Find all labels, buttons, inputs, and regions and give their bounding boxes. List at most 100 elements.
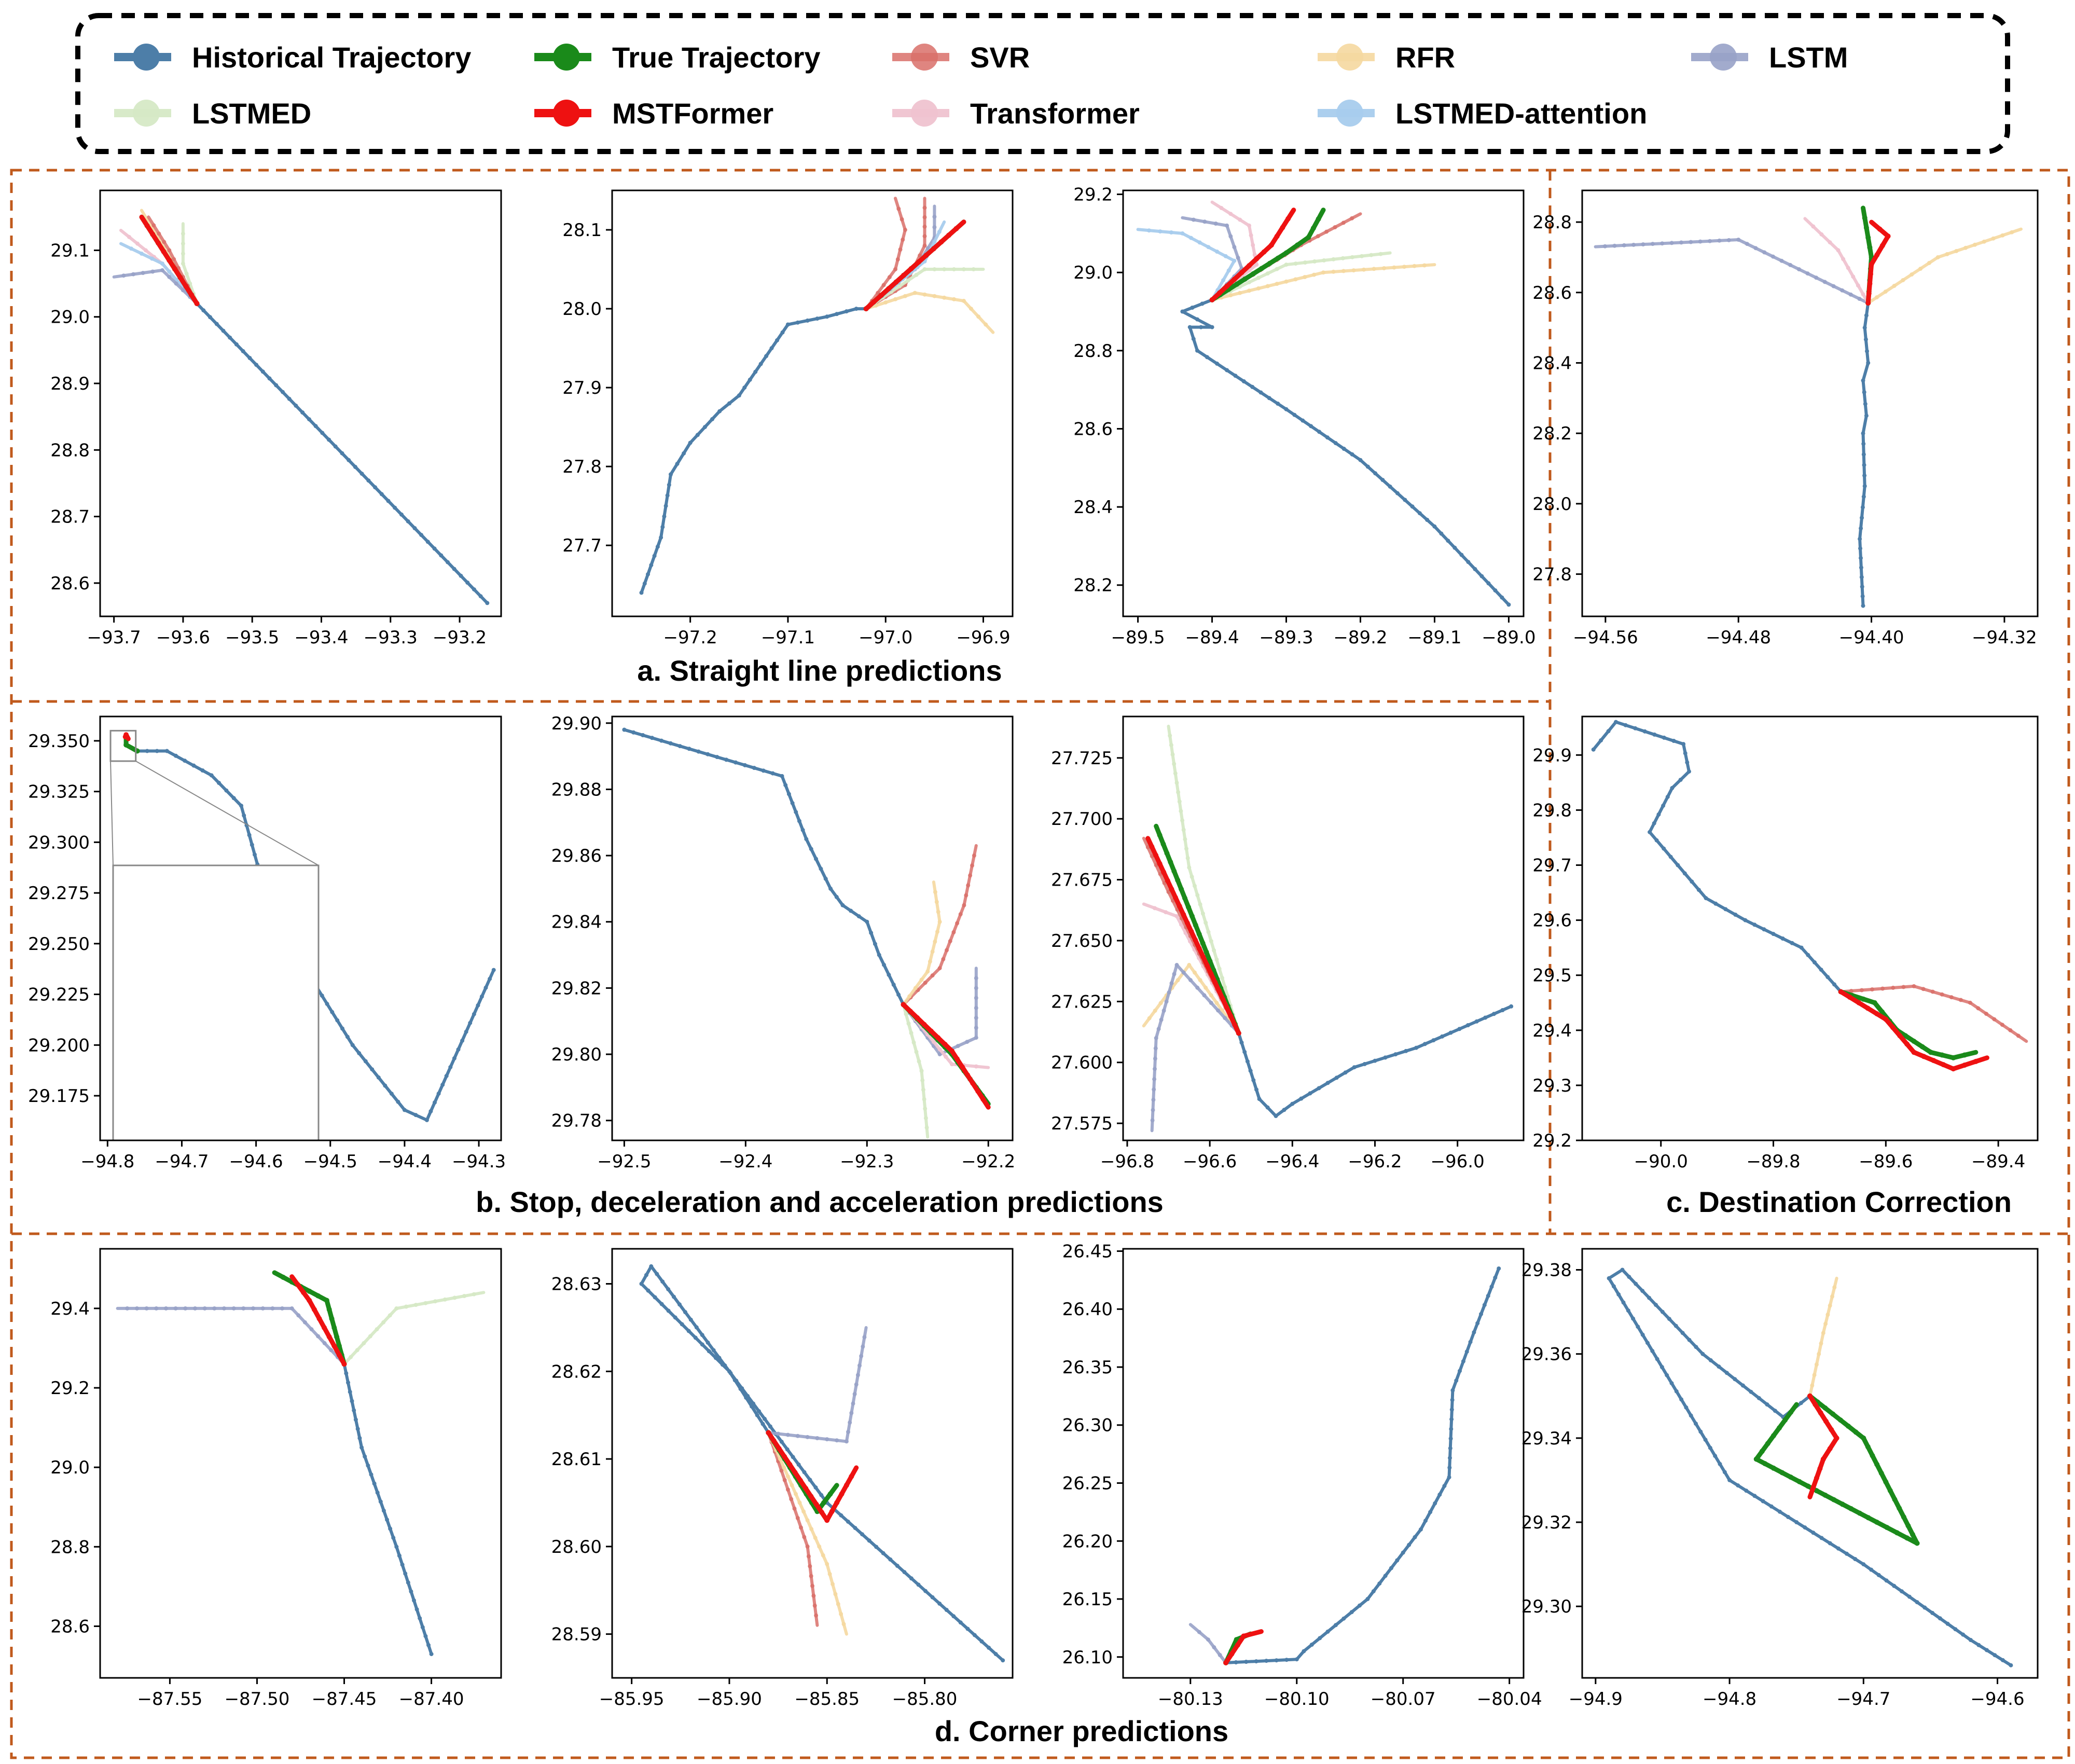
series-point — [1448, 1030, 1453, 1035]
series-point — [972, 1633, 977, 1637]
series-point — [1322, 258, 1326, 263]
series-point — [378, 1499, 383, 1504]
series-point — [1164, 910, 1168, 915]
series-point — [1813, 960, 1817, 964]
series-point — [1928, 1050, 1933, 1055]
y-tick-label: 29.2 — [50, 1378, 90, 1399]
series-point — [1001, 1658, 1005, 1663]
series-point — [1238, 217, 1242, 222]
x-tick-label: −92.4 — [718, 1151, 772, 1172]
series-point — [472, 1292, 476, 1297]
series-point — [1276, 402, 1280, 406]
series-point — [2009, 1663, 2013, 1667]
series-point — [1153, 1009, 1157, 1013]
series-point — [330, 1010, 335, 1014]
series-point — [440, 1082, 445, 1087]
series-point — [742, 385, 747, 390]
series-point — [659, 535, 663, 540]
series-point — [1687, 769, 1691, 774]
series-point — [1200, 911, 1205, 916]
series-point — [1174, 962, 1179, 967]
series-point — [161, 249, 167, 254]
y-tick-label: 28.62 — [551, 1361, 602, 1382]
series-point — [979, 1639, 984, 1644]
series-point — [974, 1015, 978, 1020]
series-point — [1884, 1578, 1889, 1583]
x-tick-label: −87.50 — [225, 1689, 290, 1710]
series-point — [1457, 1027, 1462, 1031]
series-point — [639, 1281, 644, 1286]
series-point — [839, 1612, 843, 1616]
x-tick-label: −94.8 — [80, 1151, 134, 1172]
series-point — [901, 1002, 906, 1008]
series-point — [1331, 269, 1336, 274]
series-point — [1168, 733, 1172, 738]
series-point — [1891, 985, 1896, 990]
series-point — [700, 1333, 704, 1338]
series-point — [224, 788, 229, 793]
series-point — [1599, 738, 1603, 742]
series-point — [1437, 1492, 1442, 1497]
series-point — [1866, 361, 1871, 365]
series-point — [738, 1387, 743, 1391]
series-point — [873, 942, 877, 946]
series-point — [948, 939, 952, 944]
series-point — [821, 1500, 826, 1506]
series-point — [1780, 936, 1785, 941]
series-point — [294, 403, 298, 408]
series-point — [1274, 233, 1280, 239]
series-point — [1676, 863, 1680, 867]
series-point — [1251, 1078, 1256, 1082]
series-point — [140, 251, 144, 256]
series-point — [1258, 266, 1264, 271]
series-point — [1377, 1581, 1382, 1586]
series-point — [1818, 1410, 1823, 1416]
series-point — [775, 338, 779, 342]
series-point — [1215, 361, 1220, 366]
y-tick-label: 28.2 — [1073, 575, 1113, 596]
series-point — [1640, 1332, 1645, 1337]
series-point — [904, 1012, 908, 1016]
series-point — [1722, 1470, 1727, 1474]
series-point — [706, 1340, 710, 1345]
series-point — [794, 1492, 798, 1496]
series-point — [1187, 325, 1192, 329]
x-tick-label: −80.10 — [1264, 1689, 1330, 1710]
series-point — [932, 294, 937, 298]
series-point — [375, 1327, 379, 1332]
series-point — [239, 804, 243, 808]
series-point — [824, 1518, 830, 1523]
panel-frames — [10, 169, 2070, 1759]
series-point — [844, 1439, 849, 1444]
series-point — [300, 410, 305, 415]
series-point — [803, 1485, 809, 1491]
series-point — [1910, 1532, 1915, 1537]
series-point — [931, 246, 936, 252]
y-tick-label: 28.6 — [50, 573, 90, 594]
series-point — [1209, 993, 1213, 998]
series-point — [1295, 242, 1300, 248]
series-point — [1179, 922, 1183, 927]
series-point — [349, 1355, 353, 1359]
x-tick-label: −89.2 — [1333, 627, 1387, 648]
series-point — [881, 1551, 886, 1555]
series-point — [1814, 1362, 1819, 1367]
series-point — [1726, 238, 1731, 242]
series-point — [188, 292, 194, 298]
series-point — [1762, 927, 1766, 932]
series-point — [825, 314, 829, 319]
y-tick-label: 29.88 — [551, 779, 602, 800]
series-point — [933, 940, 937, 944]
series-point — [895, 1564, 900, 1568]
series-point — [882, 962, 886, 967]
series-point — [391, 1535, 396, 1540]
series-point — [974, 1064, 978, 1069]
series-point — [1892, 1497, 1898, 1503]
series-point — [1333, 1623, 1338, 1628]
series-point — [1175, 978, 1180, 983]
series-point — [653, 1295, 657, 1300]
series-point — [202, 1306, 207, 1311]
series-historical-trajectory — [1181, 298, 1511, 607]
series-point — [811, 1593, 816, 1598]
series-point — [359, 1445, 364, 1450]
